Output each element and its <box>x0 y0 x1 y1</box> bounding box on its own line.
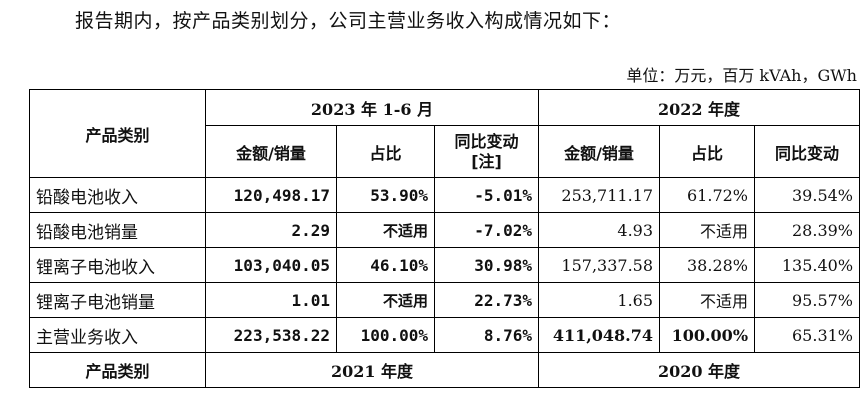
cell-amount-b: 253,711.17 <box>538 177 661 213</box>
cell-yoy-a: -5.01% <box>433 177 540 213</box>
cell-amount-b: 411,048.74 <box>538 317 661 353</box>
cell-yoy-a: -7.02% <box>433 212 540 248</box>
row-category: 铅酸电池销量 <box>29 212 206 248</box>
row-category: 铅酸电池收入 <box>29 177 206 213</box>
cell-yoy-a: 8.76% <box>433 317 540 353</box>
cell-share-b: 100.00% <box>659 317 756 353</box>
table-row: 铅酸电池销量 2.29 不适用 -7.02% 4.93 不适用 28.39% <box>29 212 861 248</box>
cell-amount-a: 103,040.05 <box>205 247 337 283</box>
cell-amount-a: 1.01 <box>205 282 337 318</box>
unit-note: 单位：万元，百万 kVAh，GWh <box>626 66 857 85</box>
footer-period-2020: 2020 年度 <box>538 352 861 388</box>
row-category: 锂离子电池销量 <box>29 282 206 318</box>
cell-yoy-b: 65.31% <box>754 317 861 353</box>
cell-amount-a: 2.29 <box>205 212 337 248</box>
cell-share-b: 38.28% <box>659 247 756 283</box>
cell-share-a: 46.10% <box>336 247 435 283</box>
cell-share-a: 100.00% <box>336 317 435 353</box>
table-row: 主营业务收入 223,538.22 100.00% 8.76% 411,048.… <box>29 317 861 353</box>
intro-paragraph: 报告期内，按产品类别划分，公司主营业务收入构成情况如下： <box>75 10 622 32</box>
header-amount-a: 金额/销量 <box>205 125 337 178</box>
cell-amount-a: 223,538.22 <box>205 317 337 353</box>
header-yoy-a: 同比变动 [注] <box>433 125 540 178</box>
table-row: 铅酸电池收入 120,498.17 53.90% -5.01% 253,711.… <box>29 177 861 213</box>
header-period-2022: 2022 年度 <box>538 89 861 126</box>
cell-yoy-a: 22.73% <box>433 282 540 318</box>
cell-share-b: 不适用 <box>659 282 756 318</box>
row-category: 主营业务收入 <box>29 317 206 353</box>
header-amount-b: 金额/销量 <box>538 125 661 178</box>
cell-yoy-b: 39.54% <box>754 177 861 213</box>
cell-amount-b: 1.65 <box>538 282 661 318</box>
table-row: 锂离子电池收入 103,040.05 46.10% 30.98% 157,337… <box>29 247 861 283</box>
footer-category: 产品类别 <box>29 352 206 388</box>
cell-yoy-b: 28.39% <box>754 212 861 248</box>
cell-amount-b: 157,337.58 <box>538 247 661 283</box>
cell-amount-a: 120,498.17 <box>205 177 337 213</box>
header-yoy-a-note: [注] <box>471 151 502 171</box>
header-share-a: 占比 <box>336 125 435 178</box>
cell-yoy-b: 95.57% <box>754 282 861 318</box>
header-category: 产品类别 <box>29 89 206 178</box>
revenue-table: 产品类别 2023 年 1-6 月 2022 年度 金额/销量 占比 同比变动 … <box>29 89 861 388</box>
cell-share-a: 不适用 <box>336 282 435 318</box>
cell-share-a: 53.90% <box>336 177 435 213</box>
header-period-2023h1: 2023 年 1-6 月 <box>204 89 540 126</box>
cell-share-b: 61.72% <box>659 177 756 213</box>
cell-yoy-b: 135.40% <box>754 247 861 283</box>
row-category: 锂离子电池收入 <box>29 247 206 283</box>
header-share-b: 占比 <box>659 125 756 178</box>
header-yoy-b: 同比变动 <box>754 125 861 178</box>
cell-amount-b: 4.93 <box>538 212 661 248</box>
cell-yoy-a: 30.98% <box>433 247 540 283</box>
cell-share-b: 不适用 <box>659 212 756 248</box>
cell-share-a: 不适用 <box>336 212 435 248</box>
footer-period-2021: 2021 年度 <box>204 352 540 388</box>
header-yoy-a-line1: 同比变动 <box>454 131 519 151</box>
table-row: 锂离子电池销量 1.01 不适用 22.73% 1.65 不适用 95.57% <box>29 282 861 318</box>
